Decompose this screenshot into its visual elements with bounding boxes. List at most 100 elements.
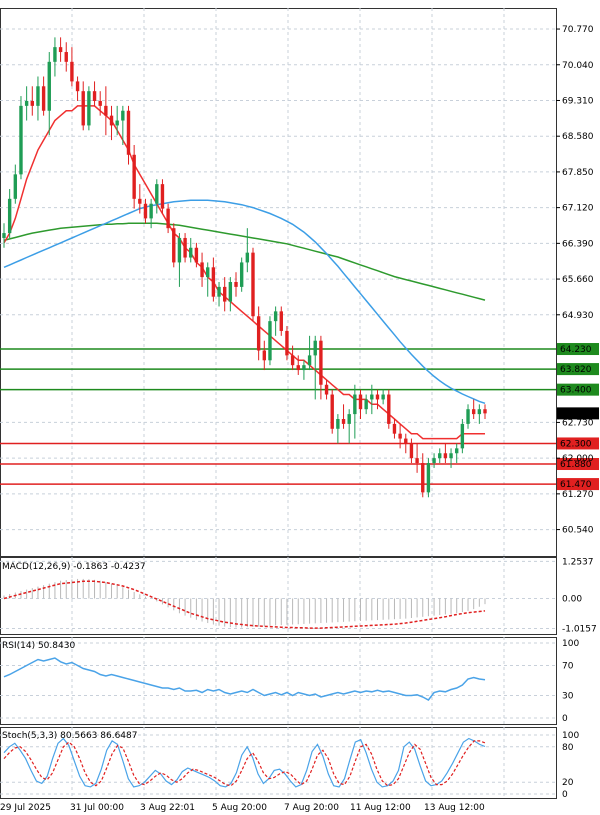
xtick-label: 7 Aug 20:00 [284,803,339,813]
xtick-label: 31 Jul 00:00 [70,803,124,813]
candle-body [234,282,238,287]
candle-body [172,228,176,263]
ytick-label: 66.390 [562,239,594,249]
candle-body [387,394,391,424]
candle-body [41,86,46,111]
candle-body [132,154,136,199]
xtick-label: 3 Aug 22:01 [140,803,195,813]
ytick-label: 62.000 [562,454,594,464]
candle-body [471,409,476,415]
candle-body [183,237,187,258]
rsi-line [3,657,486,701]
candle-body [19,105,23,175]
candle-body [138,198,142,204]
candle-body [200,262,204,278]
candle-body [421,463,425,493]
candle-body [477,409,482,415]
stoch-ytick-label: 80 [562,743,574,753]
candle-body [206,267,210,278]
level-label: 63.820 [560,365,592,375]
candle-body [302,365,306,371]
stoch-ytick-label: 100 [562,731,579,741]
rsi-ytick-label: 70 [562,662,574,672]
macd-pane[interactable] [0,560,556,630]
pane-frame-stoch [0,727,557,799]
candle-body [358,394,363,410]
candle-body [483,409,487,414]
candle-body [155,184,159,204]
candle-body [273,311,278,322]
level-label: 61.470 [560,480,592,490]
rsi-ytick-label: 0 [562,714,568,724]
candle-body [92,91,97,101]
candles[interactable] [2,37,487,498]
support-resistance-levels: 64.230 63.820 63.400 62.300 61.880 61.470 62.9… [0,343,599,491]
candle-body [228,282,233,302]
stoch-ytick-label: 20 [562,778,574,788]
ytick-label: 69.310 [562,96,594,106]
candle-body [189,247,193,258]
candle-body [330,394,334,429]
candle-body [466,409,470,424]
candle-body [455,448,459,454]
moving-averages [3,105,486,440]
candle-body [166,208,170,229]
ytick-label: 61.270 [562,490,594,500]
xtick-label: 29 Jul 2025 [0,803,51,813]
candle-body [460,423,465,449]
macd-ytick-label: 0.00 [562,594,582,604]
current-price-label: 62.915 [560,409,592,419]
ma-red-line [3,105,485,440]
ytick-label: 60.540 [562,526,594,536]
xtick-label: 11 Aug 12:00 [350,803,411,813]
rsi-ytick-label: 100 [562,639,579,649]
candle-body [347,414,351,424]
candle-body [87,91,91,126]
candle-body [222,286,227,302]
stoch-pane[interactable] [0,734,556,795]
candle-body [149,203,153,219]
stoch-ytick-label: 0 [562,790,568,800]
candle-body [353,394,357,415]
candle-body [279,311,283,331]
pane-frame-main [0,8,557,557]
candle-body [375,394,380,400]
level-badge [557,383,599,396]
candle-body [64,52,68,62]
candle-body [121,110,125,121]
pane-frame-macd [0,557,557,635]
candle-body [324,384,329,395]
candle-body [70,61,74,82]
macd-ytick-label: -1.0157 [562,625,597,635]
candle-body [285,330,289,356]
rsi-ytick-label: 30 [562,692,574,702]
candle-body [36,86,40,106]
candle-body [126,110,131,155]
candle-body [432,458,436,464]
level-badge [557,458,599,471]
candle-body [24,100,29,106]
ytick-label: 70.770 [562,25,594,35]
xtick-label: 5 Aug 20:00 [212,803,267,813]
candle-body [47,61,51,111]
rsi-pane[interactable] [0,642,556,719]
candle-body [307,355,312,366]
candle-body [449,453,453,459]
candle-body [30,100,34,106]
pane-frames [0,8,557,799]
candle-body [75,81,80,92]
candle-body [98,100,102,106]
ytick-label: 64.930 [562,311,594,321]
rsi-label: RSI(14) 50.8430 [2,641,75,651]
candle-body [109,115,114,126]
candle-body [268,321,272,361]
candle-body [239,262,244,287]
candle-body [256,316,261,351]
candle-body [381,394,385,400]
ytick-label: 70.040 [562,61,594,71]
candle-body [336,419,340,429]
candle-body [426,463,431,493]
candle-body [7,198,12,234]
level-label: 64.230 [560,345,592,355]
